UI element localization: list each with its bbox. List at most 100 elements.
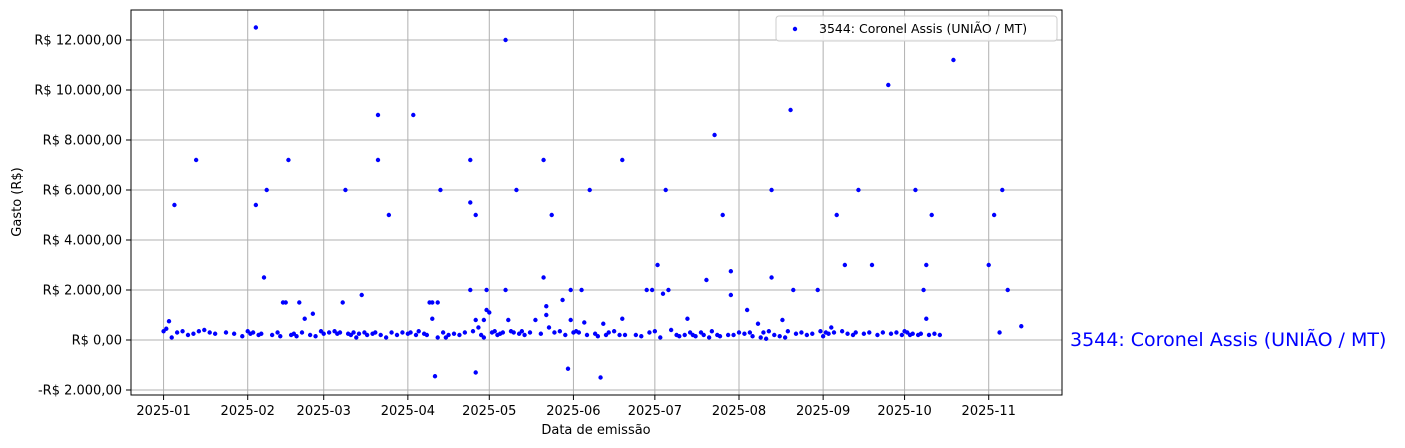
data-point [440,330,446,335]
y-axis-ticks: -R$ 2.000,00 R$ 0,00 R$ 2.000,00 R$ 4.000,0… [34,34,131,399]
data-point [834,212,839,218]
data-point [842,262,848,268]
data-point [1000,187,1005,193]
data-point [457,332,462,338]
data-point [706,335,712,340]
plot-frame [130,9,1063,396]
data-point [546,325,552,330]
x-tick-label: 2025-06 [546,404,600,419]
data-point [829,325,834,330]
data-point [668,327,674,333]
data-point [250,330,256,335]
data-point [910,331,915,336]
data-point [351,330,356,335]
data-point [845,331,850,336]
x-axis-title: Data de emissão [541,423,650,438]
data-point [473,370,478,375]
x-tick-label: 2025-08 [712,404,766,419]
data-point [742,331,747,336]
data-point [639,334,644,339]
data-point [253,202,259,208]
y-tick-label: -R$ 2.000,00 [38,384,122,399]
data-point [712,132,717,138]
data-point [899,332,905,338]
data-point [918,331,924,336]
data-point [886,82,891,88]
data-point [275,330,280,335]
data-point [560,297,565,303]
data-point [785,329,791,334]
data-point [364,332,370,338]
y-tick-label: R$ 2.000,00 [43,284,122,299]
data-point [633,332,639,338]
data-point [413,332,419,338]
data-point [514,187,519,193]
y-axis-title: Gasto (R$) [10,167,25,236]
data-point [951,57,956,63]
data-point [932,331,937,336]
data-point [468,157,473,163]
data-point [557,329,563,334]
data-point [500,330,506,335]
data-point [389,330,394,335]
x-tick-label: 2025-04 [381,404,435,419]
data-point [913,187,918,193]
data-point [533,317,538,323]
data-point [261,275,267,280]
data-point [430,300,435,305]
data-point [709,329,715,334]
data-point [701,332,706,338]
data-point [736,330,742,335]
data-point [576,330,582,335]
data-point [193,157,199,163]
data-point [476,325,481,330]
data-point [354,335,359,340]
data-point [769,275,774,280]
data-point [986,262,991,268]
data-point [763,336,769,341]
x-tick-label: 2025-01 [136,404,190,419]
data-point [503,287,508,293]
data-point [652,329,658,334]
data-point [253,25,259,30]
data-point [649,287,655,293]
data-point [997,330,1002,335]
data-point [299,330,305,335]
data-point [744,307,750,313]
data-point [527,330,533,335]
data-point [169,335,174,340]
data-point [207,330,212,335]
data-point [321,331,326,336]
data-point [343,187,348,193]
data-point [815,287,820,293]
data-point [799,330,804,335]
data-point [761,330,766,335]
legend-marker [792,26,798,32]
data-point [538,331,544,336]
data-point [302,316,307,321]
data-point [294,334,299,339]
data-point [430,316,435,321]
data-point [880,330,886,335]
y-tick-label: R$ 12.000,00 [34,34,122,49]
data-point [685,316,690,321]
data-point [416,329,421,334]
data-point [487,310,492,315]
data-point [541,275,546,280]
data-point [924,262,929,268]
data-point [717,334,723,339]
data-point [772,332,777,338]
data-point [492,329,497,334]
data-point [473,317,478,323]
data-point [758,335,763,340]
data-point [924,316,929,321]
data-point [541,157,546,163]
data-point [259,331,264,336]
legend-label: 3544: Coronel Assis (UNIÃO / MT) [819,21,1027,36]
y-tick-label: R$ 4.000,00 [43,234,122,249]
data-point [793,331,799,336]
x-tick-label: 2025-11 [962,404,1016,419]
data-point [522,332,527,338]
data-point [356,331,362,336]
data-point [202,327,207,333]
